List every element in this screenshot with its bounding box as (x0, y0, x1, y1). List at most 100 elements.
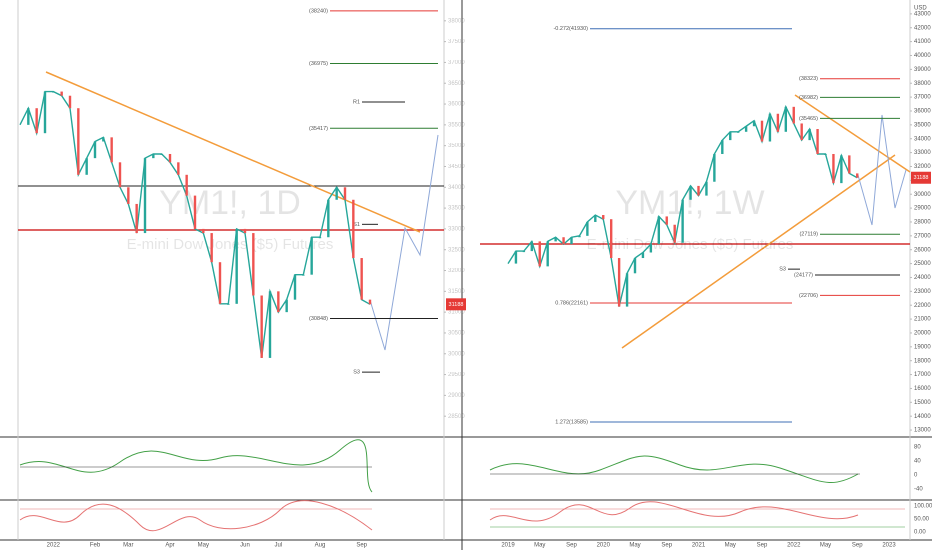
x-tick-label: Sep (757, 543, 768, 549)
candle (235, 228, 238, 304)
y-tick-label: 32000 (448, 268, 465, 274)
x-tick-label: Mar (123, 543, 133, 549)
candle (110, 137, 113, 163)
y-tick-label: 37500 (448, 39, 465, 45)
trendline (621, 154, 896, 349)
watermark-subtitle: E-mini Dow Jones ($5) Futures (587, 236, 794, 253)
candle (617, 258, 621, 307)
y-tick-label: 37000 (914, 95, 931, 101)
y-tick-label: 29500 (448, 372, 465, 378)
candle (816, 129, 819, 154)
y-tick-label: 23000 (914, 289, 931, 295)
candle (736, 131, 740, 133)
candle (93, 141, 97, 159)
candle (649, 244, 653, 253)
y-tick-label: 37000 (448, 60, 465, 66)
stoch-tick-label: 0.00 (914, 530, 926, 536)
candle (784, 106, 788, 132)
candle (193, 195, 197, 229)
y-tick-label: 43000 (914, 11, 931, 17)
y-tick-label: 26000 (914, 247, 931, 253)
x-tick-label: Apr (165, 543, 174, 549)
level-label: (27119) (799, 232, 818, 238)
x-tick-label: 2023 (882, 543, 896, 549)
y-tick-label: 29000 (448, 393, 465, 399)
level-label: S3 (779, 267, 786, 273)
candle (68, 95, 72, 109)
y-tick-label: 42000 (914, 25, 931, 31)
candle (368, 299, 372, 305)
candle (252, 233, 255, 296)
y-tick-label: 39000 (914, 67, 931, 73)
candle (85, 158, 88, 175)
projection (369, 134, 439, 351)
candle (143, 158, 147, 234)
y-tick-label: 17000 (914, 372, 931, 378)
level-label: (22706) (799, 293, 818, 299)
candle (514, 251, 518, 264)
y-tick-label: 34000 (448, 185, 465, 191)
y-tick-label: 31000 (448, 310, 465, 316)
level-label: S1 (353, 222, 360, 228)
level-label: 0.786(22161) (555, 300, 588, 306)
candle (705, 181, 708, 196)
candle (697, 185, 700, 196)
candle (824, 153, 827, 155)
y-tick-label: 36000 (448, 102, 465, 108)
level-label: (38323) (799, 76, 818, 82)
candle (352, 199, 355, 259)
rsi-tick-label: 80 (914, 445, 921, 451)
y-tick-label: 28500 (448, 414, 465, 420)
rsi-tick-label: 40 (914, 459, 921, 465)
candle (602, 215, 605, 220)
y-tick-label: 38000 (448, 18, 465, 24)
y-tick-label: 31500 (448, 289, 465, 295)
candle (285, 299, 288, 313)
level-label: 1.272(13585) (555, 419, 588, 425)
x-tick-label: May (534, 543, 545, 549)
price-tag: 31188 (914, 175, 929, 181)
level-label: S3 (353, 370, 360, 376)
y-tick-label: 16000 (914, 386, 931, 392)
candle (343, 187, 347, 200)
y-tick-label: 25000 (914, 261, 931, 267)
candle (277, 291, 280, 313)
candle (840, 155, 843, 184)
candle (752, 120, 756, 127)
level-label: (36975) (309, 61, 328, 67)
y-tick-label: 13000 (914, 428, 931, 434)
x-tick-label: 2022 (787, 543, 801, 549)
y-tick-label: 38000 (914, 81, 931, 87)
level-label: (35465) (799, 116, 818, 122)
x-tick-label: Sep (661, 543, 672, 549)
candle (808, 129, 811, 141)
stoch-tick-label: 100.00 (914, 504, 932, 510)
y-tick-label: 33000 (914, 150, 931, 156)
x-tick-label: Sep (852, 543, 863, 549)
trendline (794, 94, 911, 173)
candle (310, 237, 313, 275)
rsi-tick-label: 0 (914, 473, 918, 479)
candle (586, 221, 589, 236)
price-tag-bg (446, 298, 466, 311)
candle (713, 153, 716, 182)
level-label: -0.272(41930) (553, 26, 588, 32)
candle (681, 199, 684, 243)
candle (27, 108, 30, 125)
candle (657, 216, 661, 245)
candle (52, 91, 55, 93)
candle (625, 273, 629, 307)
candle (293, 274, 297, 300)
y-tick-label: 36000 (914, 109, 931, 115)
x-tick-label: 2021 (692, 543, 706, 549)
candle (177, 162, 180, 175)
candle (792, 106, 795, 124)
x-tick-label: May (629, 543, 640, 549)
x-tick-label: 2022 (47, 543, 61, 549)
candle (243, 228, 247, 234)
y-tick-label: 22000 (914, 303, 931, 309)
candle (522, 251, 526, 253)
candle (848, 155, 851, 174)
